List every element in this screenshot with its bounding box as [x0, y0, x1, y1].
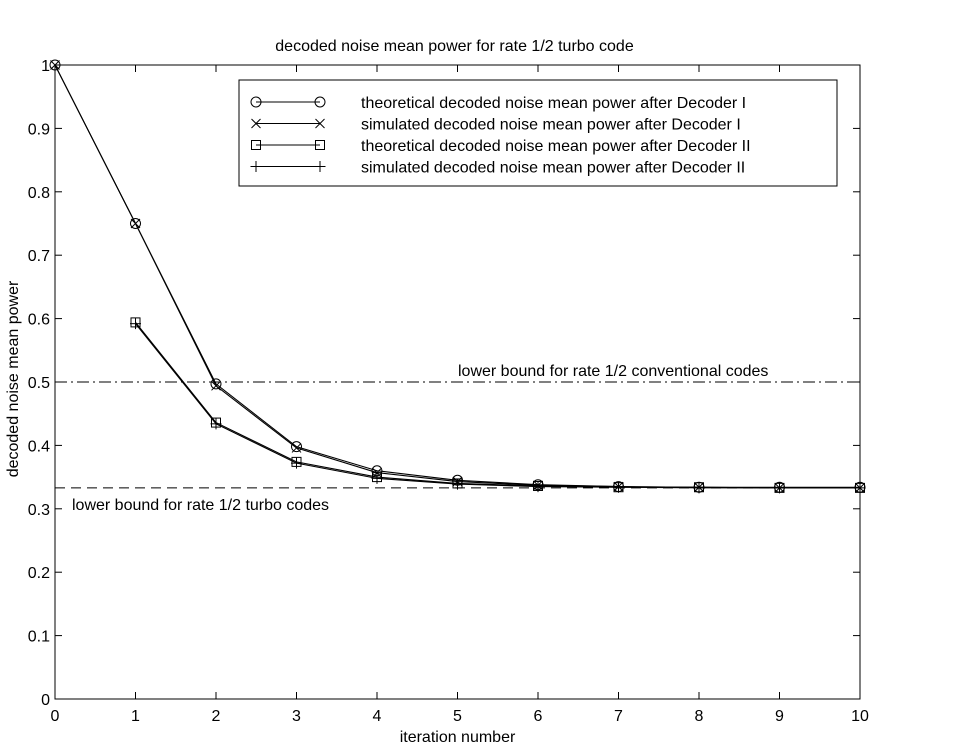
x-marker-stroke [50, 60, 60, 70]
series-line [135, 323, 860, 489]
legend-label: simulated decoded noise mean power after… [361, 160, 745, 177]
reference-lines: lower bound for rate 1/2 conventional co… [55, 363, 860, 514]
x-marker-stroke [291, 443, 302, 453]
series-line [135, 322, 860, 489]
plus-marker [693, 482, 705, 494]
x-tick-label: 0 [51, 708, 60, 725]
x-marker [291, 443, 302, 453]
x-tick-label: 10 [851, 708, 869, 725]
circle-marker [250, 96, 262, 108]
y-tick-label: 0.3 [28, 502, 50, 519]
circle-marker [314, 96, 326, 108]
y-tick-label: 0.2 [28, 565, 50, 582]
x-marker-stroke [211, 380, 221, 391]
x-marker [315, 118, 325, 129]
y-axis-title: decoded noise mean power [5, 280, 22, 477]
circle-marker [130, 218, 141, 229]
x-marker [211, 380, 221, 391]
plus-marker [854, 482, 866, 494]
legend-label: simulated decoded noise mean power after… [361, 117, 741, 134]
x-marker-stroke [315, 118, 325, 129]
x-marker-stroke [130, 218, 141, 229]
legend-label: theoretical decoded noise mean power aft… [361, 138, 751, 155]
y-tick-label: 0.1 [28, 629, 50, 646]
legend-label: theoretical decoded noise mean power aft… [361, 95, 746, 112]
x-marker [130, 218, 141, 229]
plus-marker [314, 161, 326, 172]
x-tick-label: 7 [614, 708, 623, 725]
square-marker [315, 140, 325, 150]
reference-line-label: lower bound for rate 1/2 conventional co… [458, 363, 768, 380]
circle-marker [49, 59, 61, 71]
x-tick-label: 4 [373, 708, 382, 725]
x-axis-ticks: 0 1 2 3 4 5 6 7 8 9 10 [51, 65, 869, 725]
plus-marker [613, 481, 624, 493]
y-tick-label: 0.8 [28, 185, 50, 202]
y-axis-ticks: 0 0.1 0.2 0.3 0.4 0.5 0.6 0.7 0.8 0.9 1 [28, 58, 860, 709]
reference-line-label: lower bound for rate 1/2 turbo codes [72, 497, 329, 514]
legend-entry: theoretical decoded noise mean power aft… [250, 95, 746, 112]
y-tick-label: 0.4 [28, 438, 50, 455]
y-tick-label: 0.7 [28, 248, 50, 265]
circle-marker [210, 378, 222, 390]
plus-marker [371, 472, 383, 484]
x-tick-label: 8 [695, 708, 704, 725]
legend-entry: simulated decoded noise mean power after… [250, 160, 745, 177]
x-tick-label: 1 [131, 708, 140, 725]
x-tick-label: 6 [534, 708, 543, 725]
plus-marker [532, 481, 544, 493]
x-axis-title: iteration number [400, 729, 516, 746]
series-4 [130, 318, 866, 494]
circle-marker [291, 441, 302, 453]
chart-title: decoded noise mean power for rate 1/2 tu… [275, 38, 634, 55]
legend: theoretical decoded noise mean power aft… [238, 79, 838, 187]
plus-marker [130, 318, 141, 330]
y-tick-label: 1 [41, 58, 50, 75]
x-tick-label: 9 [775, 708, 784, 725]
y-tick-label: 0.9 [28, 121, 50, 138]
legend-entry: theoretical decoded noise mean power aft… [251, 138, 751, 155]
legend-entry: simulated decoded noise mean power after… [251, 117, 741, 134]
y-tick-label: 0.5 [28, 375, 50, 392]
y-tick-label: 0.6 [28, 312, 50, 329]
plus-marker [774, 482, 785, 494]
plus-marker [291, 457, 302, 469]
plus-marker [452, 478, 463, 490]
x-marker [251, 118, 261, 129]
x-marker-stroke [251, 118, 261, 129]
square-marker [251, 140, 261, 150]
x-tick-label: 3 [292, 708, 301, 725]
series-group [49, 59, 866, 494]
x-marker [50, 60, 60, 70]
plus-marker [250, 161, 262, 172]
x-tick-label: 2 [212, 708, 221, 725]
legend-box [238, 79, 838, 187]
x-tick-label: 5 [453, 708, 462, 725]
y-tick-label: 0 [41, 692, 50, 709]
plus-marker [210, 418, 222, 430]
